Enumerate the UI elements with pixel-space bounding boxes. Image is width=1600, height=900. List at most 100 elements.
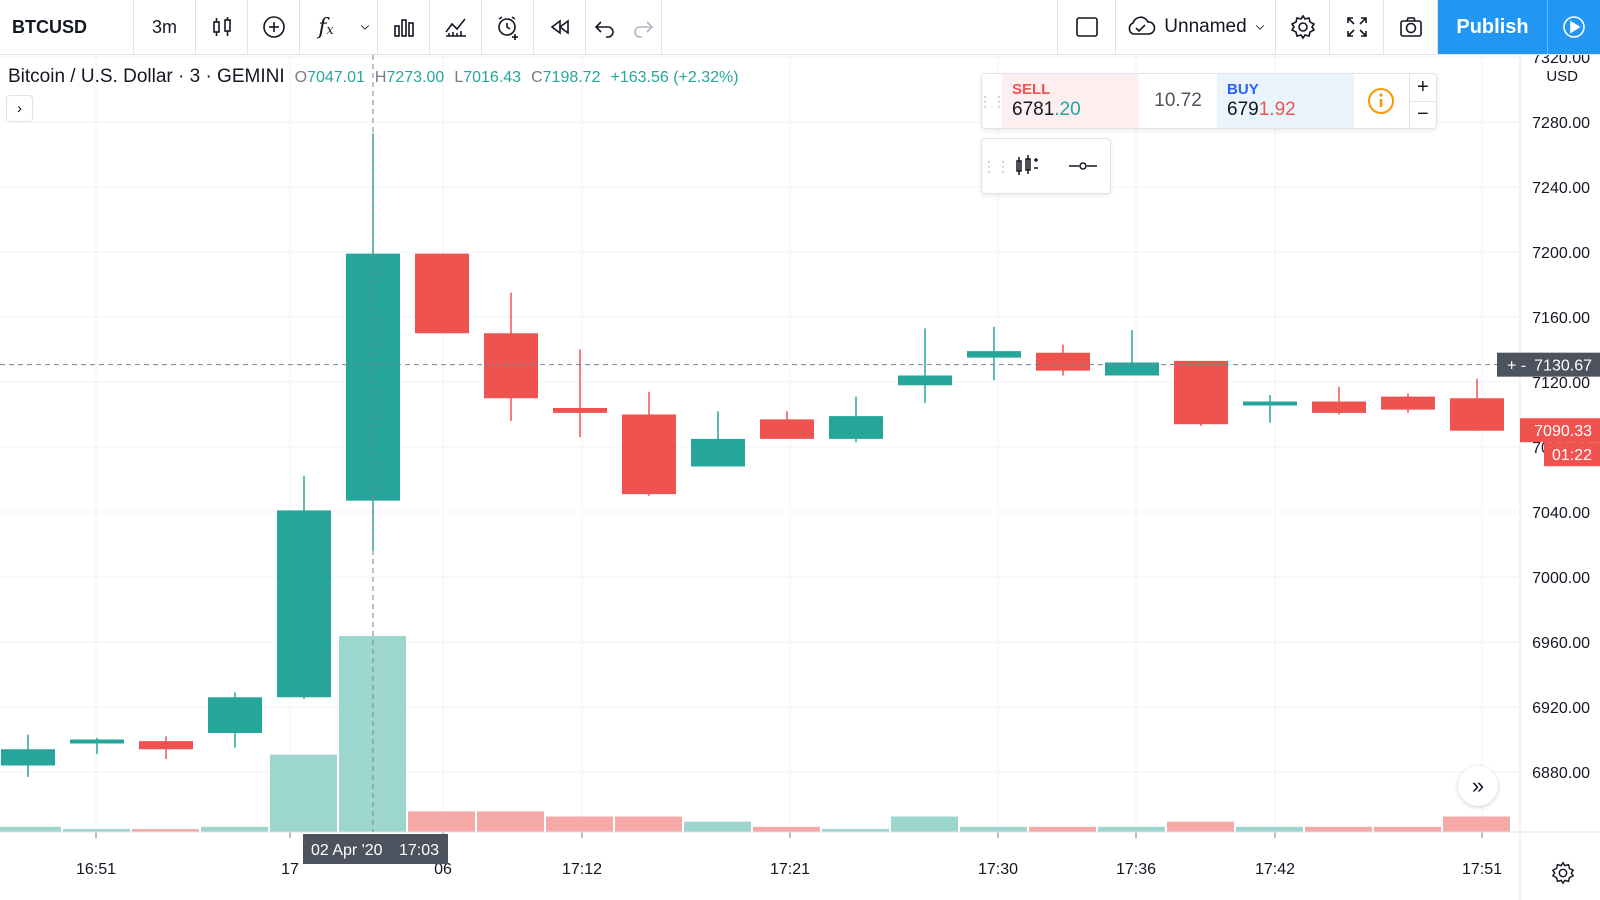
scroll-to-realtime-button[interactable]: »	[1458, 766, 1498, 806]
volume-bar	[477, 811, 544, 832]
crosshair-price-label: 7130.67	[1534, 358, 1592, 375]
interval-label: 3m	[151, 16, 177, 37]
interval-button[interactable]: 3m	[134, 0, 196, 54]
chart-type-icon[interactable]	[430, 0, 482, 54]
layout-name-button[interactable]: Unnamed	[1116, 0, 1276, 54]
volume-bar	[270, 754, 337, 832]
square-icon[interactable]	[1058, 0, 1116, 54]
price-tick-label: 7040.00	[1532, 505, 1590, 522]
buy-price: 6791.92	[1227, 99, 1296, 120]
time-tick-label: 17:42	[1255, 861, 1295, 878]
volume-bar	[1305, 826, 1372, 832]
volume-bar	[615, 816, 682, 832]
candle-body	[1174, 360, 1228, 425]
undo-icon[interactable]	[586, 0, 624, 54]
alert-icon[interactable]	[482, 0, 534, 54]
time-tick-label: 17:51	[1462, 861, 1502, 878]
play-icon[interactable]	[1548, 0, 1600, 54]
candle-body	[1243, 401, 1297, 406]
time-tick-label: 17:12	[562, 861, 602, 878]
time-tick-label: 17:36	[1116, 861, 1156, 878]
volume-bar	[0, 826, 61, 832]
volume-bar	[201, 826, 268, 832]
candle-body	[1381, 396, 1435, 410]
publish-button[interactable]: Publish	[1438, 0, 1548, 54]
candle-body	[139, 741, 193, 750]
layout-name-label: Unnamed	[1164, 16, 1247, 37]
buy-button[interactable]: BUY 6791.92	[1217, 74, 1355, 128]
crosshair-clock-label: 17:03	[399, 842, 439, 859]
drag-handle-icon[interactable]: ⋮⋮	[982, 157, 1010, 174]
candle-body	[829, 416, 883, 439]
time-tick-label: 17	[281, 861, 299, 878]
camera-icon[interactable]	[1384, 0, 1438, 54]
legend-high: H7273.00	[374, 69, 445, 86]
volume-bar	[822, 829, 889, 832]
candle-body	[484, 333, 538, 399]
minus-button[interactable]: −	[1416, 103, 1429, 126]
currency-label: USD	[1546, 68, 1578, 85]
candle-body	[208, 697, 262, 733]
buy-sell-panel: ⋮⋮ SELL 6781.20 10.72 BUY 6791.92 + −	[978, 73, 1437, 129]
symbol-search-button[interactable]: BTCUSD	[0, 0, 134, 54]
sell-label: SELL	[1012, 81, 1051, 98]
settings-icon[interactable]	[1548, 858, 1578, 888]
time-tick-label: 17:21	[770, 861, 810, 878]
plus-button[interactable]: +	[1409, 74, 1436, 102]
candles-icon[interactable]	[196, 0, 248, 54]
candle-body	[415, 253, 469, 334]
price-chart[interactable]: 7320.00 7280.00 7240.00 7200.00 7160.00 7120.…	[0, 55, 1600, 900]
crosshair-plus-icon: + -	[1507, 358, 1526, 375]
replay-icon[interactable]	[534, 0, 586, 54]
plus-circle-icon[interactable]	[248, 0, 300, 54]
indicators-icon[interactable]: fx	[318, 14, 334, 40]
compare-icon[interactable]	[378, 0, 430, 54]
drag-handle-icon[interactable]: ⋮⋮	[978, 92, 1006, 109]
floating-tools-panel: ⋮⋮	[981, 138, 1111, 194]
double-chevron-right-icon: »	[1471, 773, 1485, 798]
legend-collapse-button[interactable]: ›	[6, 95, 33, 122]
order-ticks-icon[interactable]	[1002, 152, 1056, 180]
buy-label: BUY	[1227, 81, 1259, 98]
chart-grid	[0, 55, 1520, 832]
spread-value: 10.72	[1154, 90, 1202, 111]
time-tick-label: 16:51	[76, 861, 116, 878]
candle-body	[622, 414, 676, 495]
chevron-down-icon[interactable]	[352, 0, 378, 54]
price-tick-label: 7240.00	[1532, 180, 1590, 197]
settings-icon[interactable]	[1276, 0, 1330, 54]
fullscreen-icon[interactable]	[1330, 0, 1384, 54]
volume-bar	[891, 816, 958, 832]
sell-button[interactable]: SELL 6781.20	[1002, 74, 1140, 128]
candle-body	[1105, 362, 1159, 376]
sell-price: 6781.20	[1012, 99, 1081, 120]
redo-icon[interactable]	[624, 0, 662, 54]
price-tick-label: 7320.00	[1532, 55, 1590, 67]
horizontal-line-icon[interactable]	[1056, 156, 1110, 176]
candle-body	[898, 375, 952, 386]
legend-close: C7198.72	[531, 69, 601, 86]
candlesticks	[1, 133, 1504, 777]
top-toolbar: BTCUSD 3m fx Unnamed	[0, 0, 1600, 55]
volume-bar	[63, 829, 130, 832]
price-tick-label: 7120.00	[1532, 375, 1590, 392]
price-tick-label: 6920.00	[1532, 700, 1590, 717]
candle-body	[760, 419, 814, 439]
volume-bar	[960, 826, 1027, 832]
volume-bar	[1029, 826, 1096, 832]
info-icon[interactable]	[1354, 74, 1409, 128]
volume-bar	[408, 811, 475, 832]
volume-bar	[753, 826, 820, 832]
volume-bars	[0, 636, 1510, 832]
last-price-badge	[1520, 418, 1600, 443]
legend-open: O7047.01	[294, 69, 365, 86]
volume-bar	[1167, 821, 1234, 832]
legend-low: L7016.43	[454, 69, 522, 86]
toolbar-spacer	[662, 0, 1058, 54]
candle-body	[1, 749, 55, 766]
quantity-stepper: + −	[1408, 74, 1436, 128]
candle-body	[70, 739, 124, 744]
price-tick-label: 7280.00	[1532, 115, 1590, 132]
candle-body	[967, 351, 1021, 358]
chart-axes: 7320.00 7280.00 7240.00 7200.00 7160.00 7120.…	[0, 55, 1600, 900]
